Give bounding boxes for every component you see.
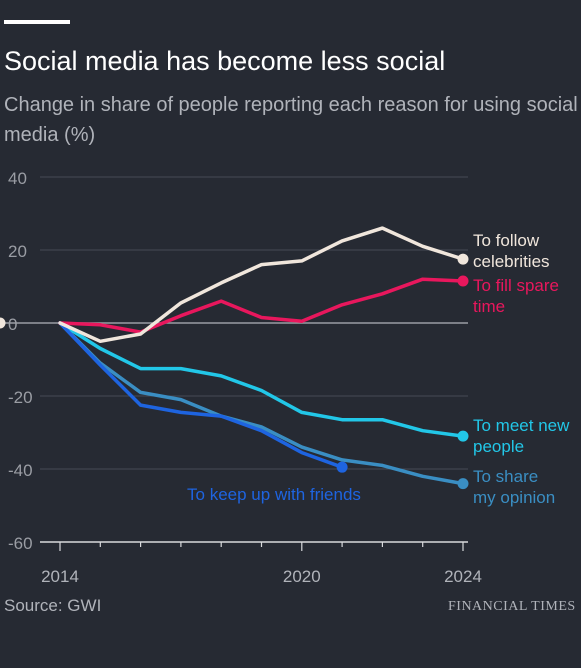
series-end-dot	[336, 461, 348, 473]
x-tick-label: 2014	[41, 567, 79, 586]
series-end-dot	[457, 275, 469, 287]
y-tick-labels: 40 20 0 -20 -40 -60	[8, 169, 33, 553]
x-tick-label: 2020	[283, 567, 321, 586]
y-tick-label: 40	[8, 169, 27, 188]
series-line	[58, 226, 465, 344]
chart-subtitle: Change in share of people reporting each…	[4, 94, 578, 146]
x-tick-label: 2024	[444, 567, 482, 586]
series-labels: To follow celebrities To fill spare time To …	[187, 231, 570, 507]
series-label: To follow celebrities	[473, 231, 550, 271]
series-end-dot	[457, 430, 469, 442]
series-label: To fill spare time	[473, 276, 559, 316]
source-note: Source: GWI	[4, 596, 102, 615]
series-label: To share my opinion	[473, 467, 555, 507]
series-end-dot	[457, 478, 469, 490]
series-lines	[58, 226, 469, 490]
y-tick-label: 20	[8, 242, 27, 261]
series-line	[58, 321, 465, 486]
series-line	[58, 321, 344, 469]
y-tick-label: -40	[8, 461, 33, 480]
chart-title: Social media has become less social	[4, 46, 446, 76]
brand-bar	[4, 20, 70, 24]
publisher-logo: FINANCIAL TIMES	[448, 599, 576, 614]
y-tick-label: -20	[8, 388, 33, 407]
y-tick-label: -60	[8, 534, 33, 553]
series-line	[58, 277, 465, 334]
series-line	[58, 321, 465, 438]
series-end-dot	[457, 253, 469, 265]
series-label: To keep up with friends	[187, 485, 361, 504]
series-label: To meet new people	[473, 416, 570, 456]
y-tick-label: 0	[8, 315, 17, 334]
zero-line-marker	[0, 317, 6, 329]
x-axis: 2014 2020 2024	[40, 541, 482, 586]
